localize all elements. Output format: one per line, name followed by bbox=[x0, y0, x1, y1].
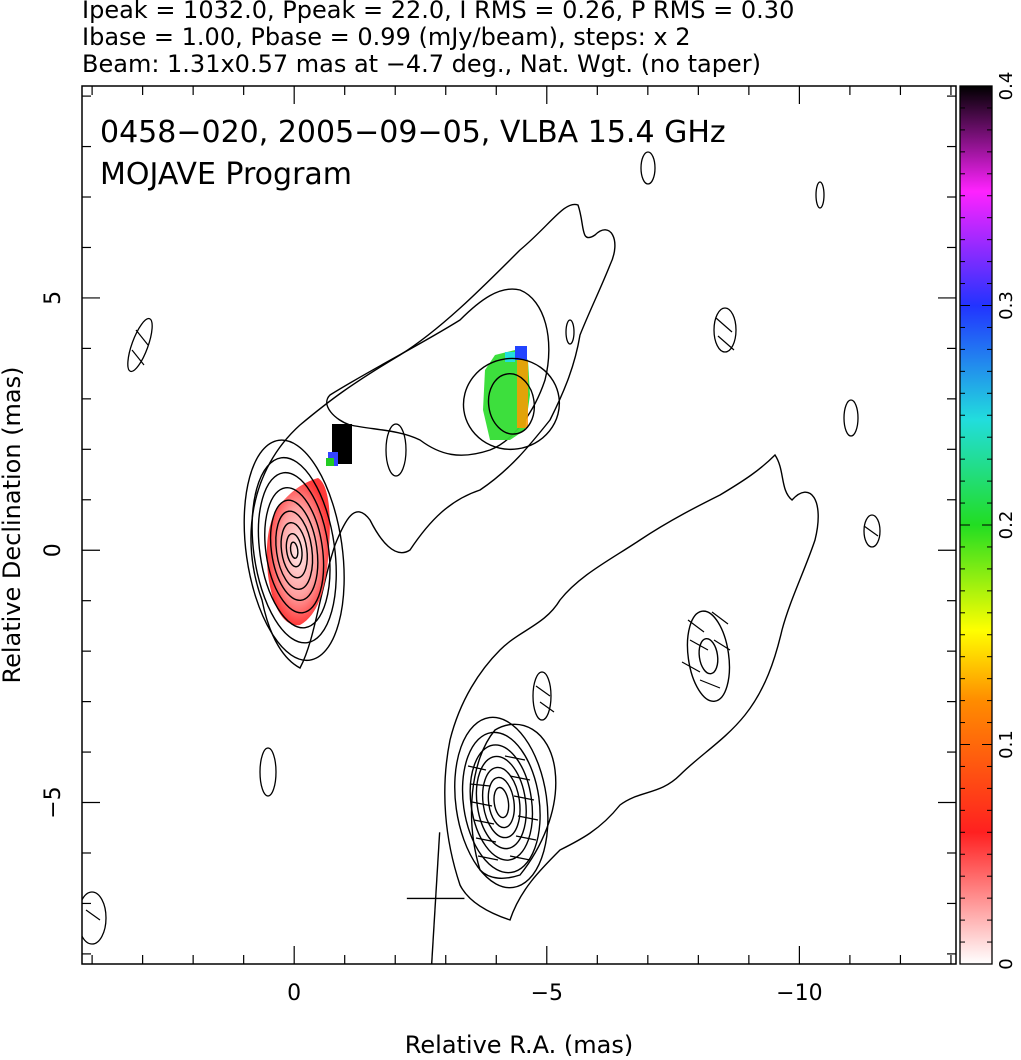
knot-blue-patch bbox=[515, 346, 527, 360]
y-axis-label: Relative Declination (mas) bbox=[0, 366, 26, 683]
contour-island bbox=[385, 423, 407, 477]
y-tick-label: 0 bbox=[41, 543, 66, 557]
polarization-green-patch bbox=[326, 458, 334, 466]
southern-component-contour bbox=[475, 755, 527, 850]
colorbar-tick-label: 0.4 bbox=[996, 72, 1017, 101]
core-contour bbox=[251, 456, 337, 644]
colorbar-ticks: 0 0.1 0.2 0.3 0.4 bbox=[960, 72, 1017, 970]
contour-island bbox=[843, 399, 859, 437]
core-contour bbox=[289, 541, 299, 559]
southern-component-contour bbox=[454, 716, 549, 889]
knot-2-contour bbox=[698, 637, 719, 675]
jet-envelope-inner bbox=[326, 288, 550, 456]
southern-component-contour bbox=[481, 766, 521, 839]
chart-title: 0458−020, 2005−09−05, VLBA 15.4 GHz bbox=[100, 115, 726, 150]
colorbar-tick-label: 0.1 bbox=[996, 730, 1017, 759]
jet-knot-contour bbox=[462, 357, 561, 451]
x-axis-label: Relative R.A. (mas) bbox=[405, 1031, 633, 1059]
contour-components bbox=[243, 357, 731, 964]
y-tick-label: 5 bbox=[41, 291, 66, 305]
plot-frame bbox=[81, 85, 957, 965]
header-line-2: Ibase = 1.00, Pbase = 0.99 (mJy/beam), s… bbox=[82, 23, 691, 51]
knot-cyan-patch bbox=[505, 352, 515, 362]
knot-orange-patch bbox=[517, 360, 528, 428]
core-contour bbox=[280, 521, 308, 579]
contour-island bbox=[259, 747, 277, 797]
core-contour bbox=[275, 510, 314, 590]
knot-2-contour bbox=[686, 610, 731, 702]
core-contour bbox=[243, 439, 345, 662]
contour-island bbox=[863, 514, 881, 548]
contour-island bbox=[127, 317, 153, 373]
x-tick-label: 0 bbox=[287, 981, 301, 1006]
x-tick-label: −5 bbox=[531, 981, 563, 1006]
contour-island bbox=[82, 891, 107, 945]
axis-ticks: 0 −5 −10 −5 0 5 bbox=[41, 86, 956, 1006]
contour-island bbox=[713, 307, 737, 353]
core-contour bbox=[269, 499, 319, 601]
colorbar-tick-label: 0 bbox=[996, 958, 1017, 969]
core-contour bbox=[285, 533, 303, 568]
southern-component-contour bbox=[469, 744, 534, 861]
southern-envelope bbox=[444, 453, 819, 921]
southern-component-contour bbox=[487, 776, 516, 829]
southern-component-contour bbox=[461, 731, 541, 874]
y-tick-label: −5 bbox=[41, 786, 66, 818]
jet-knot-contour bbox=[487, 373, 536, 435]
header-line-3: Beam: 1.31x0.57 mas at −4.7 deg., Nat. W… bbox=[82, 50, 761, 78]
polarization-vectors bbox=[85, 317, 879, 921]
chart-subtitle: MOJAVE Program bbox=[100, 157, 352, 192]
core-contour bbox=[257, 471, 331, 629]
contour-island bbox=[815, 181, 825, 209]
southern-envelope-inner bbox=[470, 723, 557, 879]
header-line-1: Ipeak = 1032.0, Ppeak = 22.0, I RMS = 0.… bbox=[82, 0, 794, 24]
colorbar-tick-label: 0.2 bbox=[996, 511, 1017, 540]
core-contour bbox=[264, 486, 325, 614]
contour-island bbox=[532, 671, 552, 721]
contour-island bbox=[565, 319, 575, 345]
colorbar-tick-label: 0.3 bbox=[996, 291, 1017, 320]
contour-island bbox=[640, 151, 656, 185]
map-content bbox=[82, 151, 881, 964]
x-tick-label: −10 bbox=[776, 981, 822, 1006]
southern-component-contour bbox=[493, 786, 510, 819]
